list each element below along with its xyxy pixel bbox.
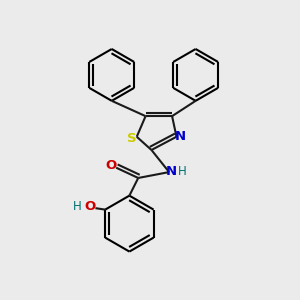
Text: H: H xyxy=(73,200,82,213)
Text: N: N xyxy=(175,130,186,143)
Text: O: O xyxy=(85,200,96,213)
Text: N: N xyxy=(166,165,177,178)
Text: H: H xyxy=(178,165,187,178)
Text: O: O xyxy=(105,159,116,172)
Text: S: S xyxy=(127,132,136,145)
